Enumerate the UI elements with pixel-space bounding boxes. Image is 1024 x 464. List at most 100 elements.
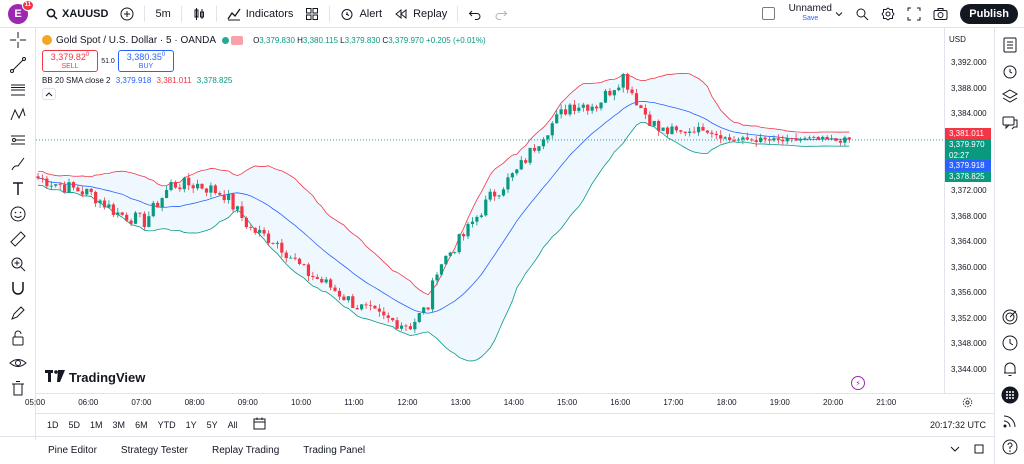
candle-body <box>572 104 577 111</box>
candle-body <box>329 279 333 288</box>
candle-body <box>40 178 45 180</box>
collapse-legend-button[interactable] <box>42 88 56 100</box>
candle-body <box>754 140 758 142</box>
snapshot-button[interactable] <box>927 0 954 28</box>
range-button-5y[interactable]: 5Y <box>206 419 218 430</box>
bottom-tab-pine-editor[interactable]: Pine Editor <box>48 445 97 456</box>
stay-drawing-tool[interactable] <box>4 301 32 326</box>
chats-button[interactable] <box>997 110 1023 136</box>
brush-tool[interactable] <box>4 152 32 177</box>
range-button-ytd[interactable]: YTD <box>157 419 176 430</box>
chart-type-button[interactable] <box>186 0 212 28</box>
panel-maximize-icon[interactable] <box>974 444 984 457</box>
alerts-button[interactable] <box>997 58 1023 84</box>
replay-button[interactable]: Replay <box>388 0 453 28</box>
goto-date-button[interactable] <box>253 417 266 433</box>
range-button-3m[interactable]: 3M <box>112 419 126 430</box>
object-tree-button[interactable] <box>997 84 1023 110</box>
measure-tool[interactable] <box>4 226 32 251</box>
candle-body <box>555 114 559 124</box>
symbol-search-button[interactable]: XAUUSD <box>40 0 114 28</box>
candle-body <box>670 126 674 135</box>
interval-button[interactable]: 5m <box>155 7 171 20</box>
zoom-tool[interactable] <box>4 251 32 276</box>
candle-body <box>289 257 293 259</box>
publish-button[interactable]: Publish <box>960 3 1018 24</box>
remove-drawings-tool[interactable] <box>4 375 32 400</box>
products-button[interactable] <box>997 382 1023 408</box>
bottom-tab-trading-panel[interactable]: Trading Panel <box>303 445 366 456</box>
watchlist-button[interactable] <box>997 32 1023 58</box>
notifications-button[interactable] <box>997 356 1023 382</box>
currency-label[interactable]: USD <box>949 35 966 44</box>
range-button-1m[interactable]: 1M <box>90 419 103 430</box>
candle-body <box>129 220 133 224</box>
market-status[interactable] <box>222 35 244 45</box>
emoji-tool[interactable] <box>4 202 32 227</box>
undo-button[interactable] <box>462 0 488 28</box>
low-value: 3,379.830 <box>344 35 381 45</box>
layout-menu-button[interactable]: Unnamed Save <box>756 0 849 28</box>
time-axis[interactable]: 05:00 06:00 07:00 08:00 09:00 10:00 11:00 12:00… <box>25 393 994 413</box>
last-price-value: 3,379.970 <box>949 139 985 149</box>
bottom-tab-strategy-tester[interactable]: Strategy Tester <box>120 445 188 456</box>
candle-body <box>204 188 209 193</box>
range-button-1d[interactable]: 1D <box>47 419 59 430</box>
range-button-6m[interactable]: 6M <box>135 419 148 430</box>
compare-symbol-button[interactable] <box>114 0 140 28</box>
magnet-tool[interactable] <box>4 276 32 301</box>
crosshair-tool[interactable] <box>4 28 32 53</box>
candle-body <box>151 202 155 217</box>
symbol-description[interactable]: Gold Spot / U.S. Dollar · 5 · OANDA <box>56 34 217 46</box>
streams-button[interactable] <box>997 408 1023 434</box>
candle-body <box>191 185 195 189</box>
bollinger-legend[interactable]: BB 20 SMA close 2 3,379.918 3,381.011 3,… <box>42 76 486 85</box>
alert-button[interactable]: Alert <box>334 0 388 28</box>
notification-badge: 11 <box>21 0 34 11</box>
price-scale[interactable]: USD 3,392.0003,388.0003,384.0003,380.000… <box>944 28 994 393</box>
range-button-all[interactable]: All <box>227 419 238 430</box>
range-button-5d[interactable]: 5D <box>68 419 81 430</box>
gear-icon <box>962 397 973 408</box>
brush-icon <box>11 158 24 171</box>
candle-body <box>608 90 612 96</box>
time-tick-label: 09:00 <box>237 398 258 407</box>
redo-button[interactable] <box>488 0 514 28</box>
candle-body <box>404 325 408 327</box>
text-tool[interactable] <box>4 177 32 202</box>
hide-drawings-tool[interactable] <box>4 350 32 375</box>
patterns-tool[interactable] <box>4 102 32 127</box>
ideas-button[interactable] <box>997 304 1023 330</box>
lightning-icon[interactable]: ⚡ <box>851 376 865 390</box>
price-tick-label: 3,344.000 <box>951 365 987 374</box>
sell-button[interactable]: 3,379.820 SELL <box>42 50 98 72</box>
chart-pane[interactable] <box>36 28 944 393</box>
candle-body <box>342 296 346 301</box>
candle-body <box>493 191 497 197</box>
time-axis-settings[interactable] <box>962 397 973 411</box>
utc-clock[interactable]: 20:17:32 UTC <box>929 419 986 430</box>
user-avatar[interactable]: E 11 <box>8 0 34 24</box>
tradingview-logo[interactable]: TradingView <box>45 370 145 385</box>
forecasting-tool[interactable] <box>4 127 32 152</box>
fib-tool[interactable] <box>4 78 32 103</box>
divider <box>215 5 217 22</box>
quick-search-button[interactable] <box>849 0 875 28</box>
range-button-1y[interactable]: 1Y <box>185 419 197 430</box>
panel-chevron-down-icon[interactable] <box>950 444 960 457</box>
candle-body <box>790 138 794 139</box>
candle-body <box>617 87 621 91</box>
layouts-button[interactable] <box>299 0 325 28</box>
settings-button[interactable] <box>875 0 901 28</box>
bottom-tab-replay-trading[interactable]: Replay Trading <box>212 445 280 456</box>
help-button[interactable] <box>997 434 1023 460</box>
calendar-button[interactable] <box>997 330 1023 356</box>
price-chart-svg[interactable] <box>36 28 944 393</box>
bell-icon <box>1003 362 1016 376</box>
lock-drawings-tool[interactable] <box>4 326 32 351</box>
buy-button[interactable]: 3,380.350 BUY <box>118 50 174 72</box>
trend-line-tool[interactable] <box>4 53 32 78</box>
fullscreen-button[interactable] <box>901 0 927 28</box>
indicators-button[interactable]: Indicators <box>221 0 300 28</box>
